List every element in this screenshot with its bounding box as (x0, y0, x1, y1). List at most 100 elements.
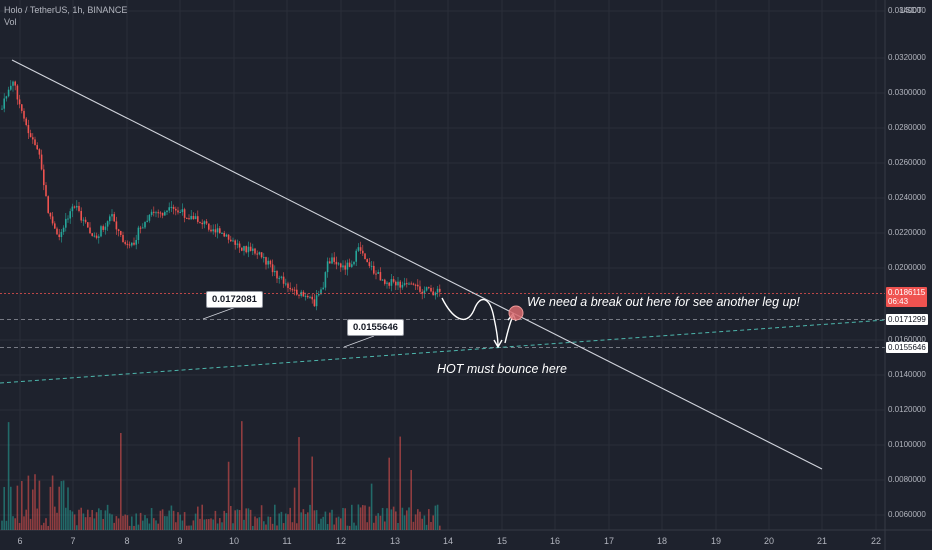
candle-body (95, 235, 98, 238)
volume-bar (436, 504, 439, 530)
bounce-annotation[interactable]: HOT must bounce here (437, 362, 567, 376)
candle-body (287, 283, 289, 288)
candle-body (340, 263, 342, 268)
price-tick: 0.0080000 (888, 475, 926, 484)
volume-bar (256, 518, 258, 530)
volume-bar (161, 509, 164, 530)
resistance-trendline[interactable] (11, 59, 823, 470)
candle-body (258, 252, 261, 255)
current-price-value: 0.0186115 (888, 288, 926, 297)
candle-body (164, 212, 166, 216)
volume-bar (410, 470, 412, 530)
volume-bar (45, 518, 47, 530)
volume-bar (100, 510, 102, 530)
candle-body (430, 287, 432, 292)
bounce-curve[interactable] (504, 315, 514, 344)
candlesticks (1, 80, 441, 311)
candle-body (364, 253, 366, 260)
candle-body (38, 149, 41, 155)
candle-body (351, 264, 353, 267)
candle-body (122, 234, 124, 243)
volume-bar (302, 509, 305, 530)
candle-body (102, 226, 104, 230)
candle-body (120, 231, 122, 235)
candle-body (216, 228, 219, 233)
price-label-1[interactable]: 0.0172081 (206, 291, 263, 308)
volume-bar (164, 516, 166, 530)
volume-bar (133, 525, 135, 530)
volume-bar (375, 515, 377, 530)
projection-curve[interactable] (441, 297, 499, 347)
candle-body (333, 257, 335, 262)
volume-bar (91, 509, 93, 530)
volume-bars (1, 421, 441, 530)
volume-bar (71, 511, 74, 530)
volume-bar (219, 518, 221, 530)
volume-bar (348, 525, 351, 530)
candle-body (172, 206, 175, 209)
volume-bar (192, 520, 195, 530)
date-tick: 19 (710, 536, 722, 546)
date-tick: 22 (870, 536, 882, 546)
volume-bar (311, 456, 313, 530)
volume-bar (366, 522, 368, 530)
volume-bar (324, 511, 327, 530)
volume-bar (188, 525, 190, 530)
candle-body (133, 242, 135, 245)
volume-bar (403, 515, 406, 530)
volume-bar (379, 515, 382, 530)
volume-bar (109, 513, 111, 530)
volume-bar (14, 518, 16, 530)
volume-bar (353, 522, 355, 530)
candle-body (142, 227, 144, 229)
breakout-marker-icon[interactable] (508, 305, 524, 321)
candle-body (353, 261, 355, 265)
volume-bar (106, 504, 109, 530)
candle-body (247, 246, 250, 253)
candle-body (346, 262, 349, 270)
breakout-annotation[interactable]: We need a break out here for see another… (527, 295, 800, 309)
candle-body (318, 293, 320, 296)
date-tick: 17 (603, 536, 615, 546)
volume-bar (62, 480, 65, 530)
volume-bar (168, 510, 170, 530)
candle-body (3, 98, 5, 109)
level-1-price-tag: 0.0171299 (886, 314, 928, 325)
support-trendline[interactable] (0, 319, 886, 384)
candle-body (109, 216, 111, 222)
volume-bar (80, 507, 82, 530)
candle-body (289, 287, 291, 290)
candle-body (274, 271, 276, 273)
date-tick: 18 (656, 536, 668, 546)
candle-body (291, 289, 294, 291)
price-label-2[interactable]: 0.0155646 (347, 319, 404, 336)
volume-bar (265, 524, 267, 530)
volume-bar (172, 510, 175, 530)
volume-bar (38, 480, 41, 530)
candle-body (399, 281, 401, 288)
volume-bar (357, 504, 360, 530)
volume-bar (414, 514, 417, 530)
symbol-title[interactable]: Holo / TetherUS, 1h, BINANCE (4, 5, 128, 15)
candle-body (100, 226, 102, 237)
volume-bar (194, 513, 197, 530)
candle-body (296, 289, 298, 295)
candle-body (27, 125, 30, 134)
volume-bar (117, 518, 120, 530)
candle-body (146, 220, 148, 222)
candle-body (225, 234, 228, 237)
volume-bar (401, 507, 404, 530)
volume-bar (1, 520, 3, 530)
candle-body (111, 214, 113, 217)
candle-body (139, 227, 142, 229)
candle-body (335, 261, 338, 265)
candle-body (269, 260, 272, 265)
candle-body (309, 296, 311, 298)
volume-bar (32, 489, 34, 530)
volume-bar (56, 512, 58, 530)
date-tick: 10 (228, 536, 240, 546)
candle-body (14, 81, 16, 86)
candle-body (170, 206, 173, 208)
